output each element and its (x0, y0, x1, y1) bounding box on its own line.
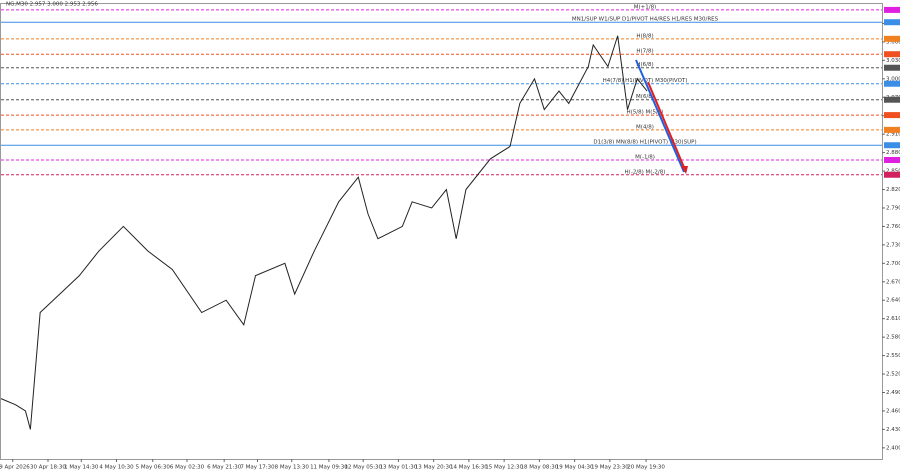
x-tick-label: 14 May 16:30 (450, 465, 488, 471)
forecast-arrow (647, 81, 687, 173)
x-tick-label: 19 May 23:30 (591, 465, 629, 471)
y-tick-label: 2.460 (886, 408, 900, 414)
level-label: H(5/8) M(5/8) (627, 110, 664, 116)
x-tick-label: 6 May 02:30 (170, 465, 205, 471)
x-tick-label: 13 May 20:30 (415, 465, 453, 471)
forecast-arrow (635, 59, 685, 173)
level-tag (884, 112, 900, 119)
level-label: H(7/8) (636, 49, 653, 55)
level-tag (884, 35, 900, 42)
x-tick-label: 29 Apr 2026 (0, 465, 30, 471)
y-tick-label: 2.670 (886, 279, 900, 285)
price-line (0, 35, 648, 430)
level-tag (884, 51, 900, 58)
level-label: MN1/SUP W1/SUP D1/PIVOT H4/RES H1/RES M3… (572, 17, 719, 23)
x-tick-label: 11 May 09:30 (310, 465, 348, 471)
level-tag (884, 64, 900, 71)
y-tick-label: 2.820 (886, 187, 900, 193)
x-tick-label: 6 May 21:30 (207, 465, 242, 471)
y-tick-label: 2.850 (886, 169, 900, 175)
x-tick-label: 13 May 01:30 (380, 465, 418, 471)
y-tick-label: 2.610 (886, 316, 900, 322)
y-tick-label: 2.790 (886, 205, 900, 211)
x-tick-label: 7 May 17:30 (240, 465, 275, 471)
level-tag (884, 142, 900, 149)
level-tag (884, 80, 900, 87)
y-tick-label: 2.490 (886, 390, 900, 396)
x-tick-label: 19 May 04:30 (556, 465, 594, 471)
level-tag (884, 171, 900, 178)
y-tick-label: 2.640 (886, 298, 900, 304)
y-tick-label: 2.550 (886, 353, 900, 359)
x-tick-label: 4 May 10:30 (99, 465, 134, 471)
x-tick-label: 18 May 08:30 (521, 465, 559, 471)
level-tag (884, 96, 900, 103)
level-tag (884, 156, 900, 163)
y-tick-label: 2.760 (886, 224, 900, 230)
y-tick-label: 2.880 (886, 150, 900, 156)
y-tick-label: 2.910 (886, 132, 900, 138)
level-label: H(8/8) (636, 33, 653, 39)
level-tag (884, 19, 900, 26)
y-tick-label: 3.030 (886, 58, 900, 64)
level-tag (884, 6, 900, 13)
level-label: M(6/8) (636, 94, 654, 100)
arrow-head (681, 166, 688, 174)
level-label: D1(3/8) MN(8/8) H1(PIVOT) M30(SUP) (593, 140, 696, 146)
y-tick-label: 2.700 (886, 261, 900, 267)
plot-frame (0, 3, 883, 460)
chart-title: NG,M30 2.957 3.000 2.953 2.956 (6, 2, 98, 8)
x-tick-label: 12 May 05:30 (344, 465, 382, 471)
x-tick-label: 5 May 06:30 (136, 465, 171, 471)
x-tick-label: 1 May 14:30 (64, 465, 99, 471)
x-tick-label: 20 May 19:30 (627, 465, 665, 471)
level-tag (884, 126, 900, 133)
y-tick-label: 3.000 (886, 76, 900, 82)
x-tick-label: 8 May 13:30 (275, 465, 310, 471)
level-label: M(+1/8) (634, 4, 657, 10)
x-tick-label: 30 Apr 18:30 (30, 465, 66, 471)
y-tick-label: 3.060 (886, 39, 900, 45)
level-label: H(6/8) (636, 62, 653, 68)
y-tick-label: 2.400 (886, 445, 900, 451)
level-label: M(4/8) (636, 124, 654, 130)
x-tick-label: 15 May 12:30 (485, 465, 523, 471)
y-tick-label: 2.580 (886, 335, 900, 341)
y-tick-label: 2.730 (886, 242, 900, 248)
level-label: H(-2/8) M(-2/8) (625, 169, 666, 175)
level-label: M(-1/8) (635, 154, 655, 160)
y-tick-label: 2.430 (886, 427, 900, 433)
y-tick-label: 2.520 (886, 372, 900, 378)
